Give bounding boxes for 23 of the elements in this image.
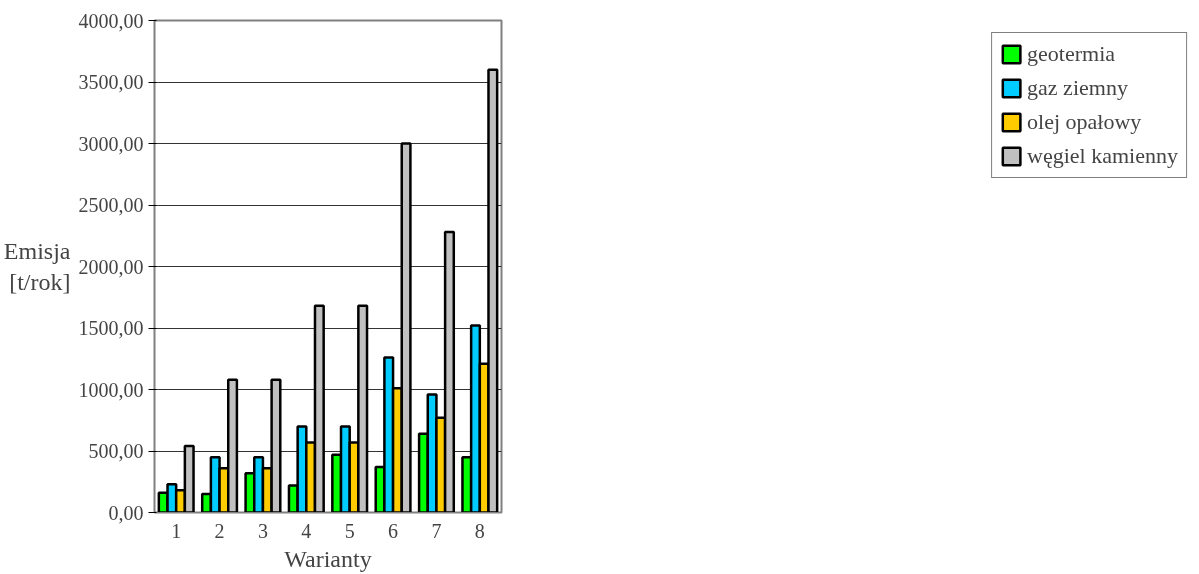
- y-tick-label: 3500,00: [78, 71, 144, 93]
- y-tick-label: 4000,00: [78, 9, 144, 32]
- x-tick-label: 2: [214, 519, 225, 542]
- x-tick-label: 1: [171, 519, 182, 542]
- legend-label: olej opałowy: [1027, 109, 1142, 135]
- x-tick-label: 6: [388, 519, 399, 542]
- y-axis-title: Emisja [t/rok]: [3, 237, 71, 296]
- y-tick-label: 500,00: [88, 440, 144, 462]
- x-tick-label: 7: [431, 519, 442, 542]
- y-tick-label: 2500,00: [78, 194, 144, 216]
- y-tick-label: 1500,00: [78, 317, 144, 339]
- x-tick-label: 8: [474, 519, 485, 542]
- legend-label: geotermia: [1027, 41, 1116, 67]
- y-tick-label: 1000,00: [78, 378, 144, 401]
- x-tick-label: 5: [344, 519, 355, 542]
- legend-label: gaz ziemny: [1027, 75, 1128, 101]
- y-tick-label: 0,00: [108, 501, 144, 524]
- x-axis-title: Warianty: [284, 545, 372, 572]
- x-tick-label: 3: [257, 519, 268, 542]
- x-tick-label: 4: [301, 519, 312, 542]
- y-tick-label: 3000,00: [78, 132, 144, 155]
- y-tick-label: 2000,00: [78, 255, 144, 278]
- legend-label: węgiel kamienny: [1027, 143, 1178, 169]
